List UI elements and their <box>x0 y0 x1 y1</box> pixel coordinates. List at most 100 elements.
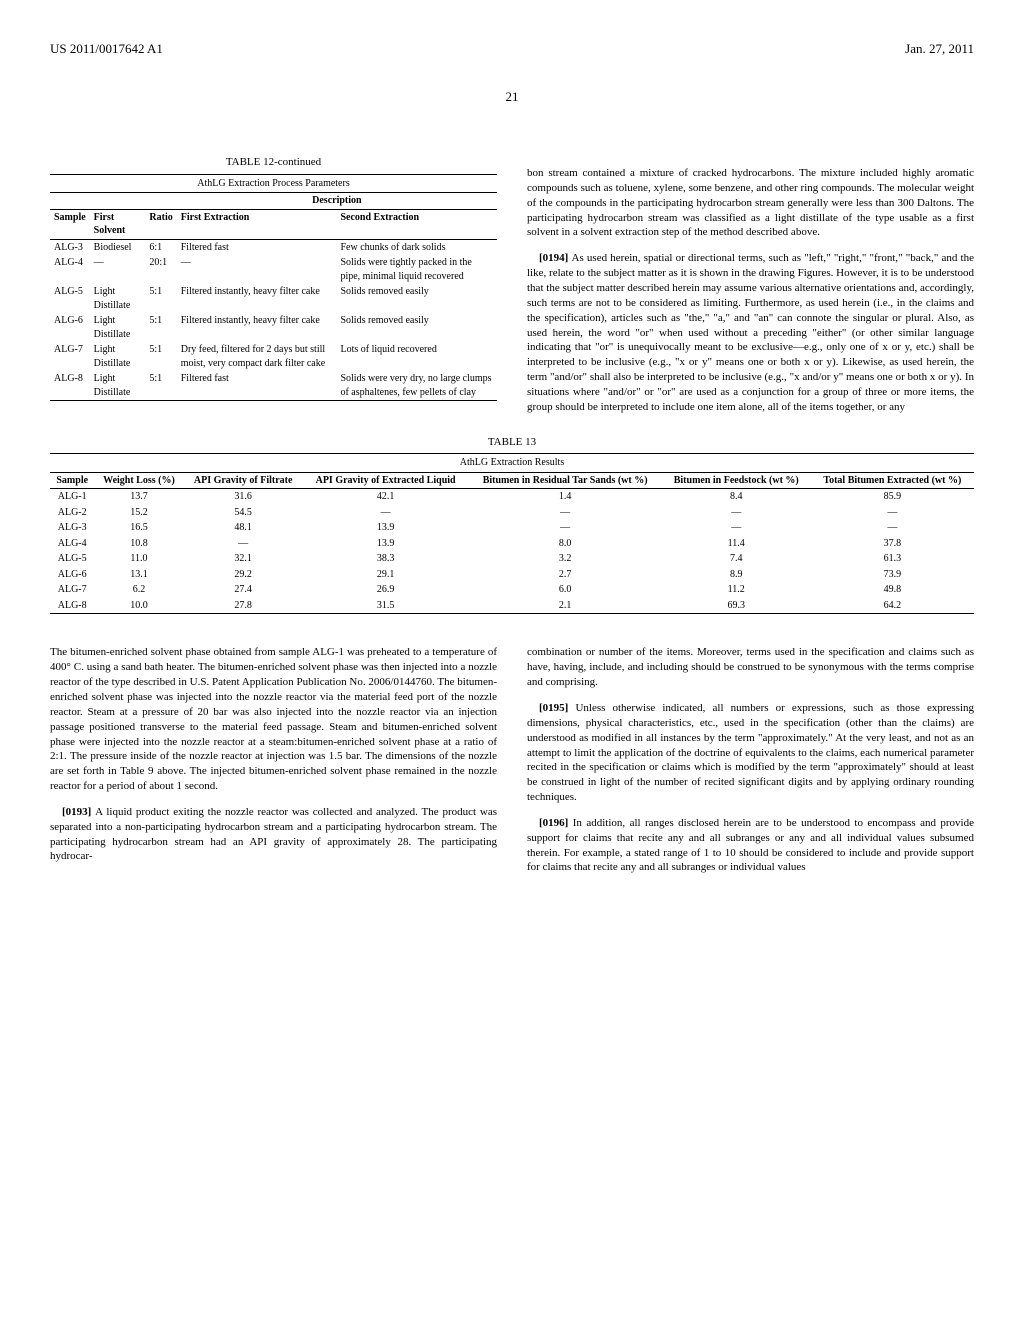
table-cell: 15.2 <box>94 505 183 521</box>
para-0195-text: Unless otherwise indicated, all numbers … <box>527 702 974 803</box>
table-cell: Light Distillate <box>90 313 146 342</box>
table12-col-second: Second Extraction <box>336 209 497 239</box>
table-cell: Filtered fast <box>177 239 337 255</box>
table-cell: Light Distillate <box>90 342 146 371</box>
table-row: ALG-511.032.138.33.27.461.3 <box>50 551 974 567</box>
table12-col-ratio: Ratio <box>145 209 176 239</box>
publication-date: Jan. 27, 2011 <box>905 40 974 58</box>
table-cell: 13.1 <box>94 567 183 583</box>
publication-number: US 2011/0017642 A1 <box>50 40 163 58</box>
table-cell: 11.2 <box>662 582 811 598</box>
table-cell: — <box>811 520 974 536</box>
t13-c1: Weight Loss (%) <box>94 472 183 489</box>
t13-c4: Bitumen in Residual Tar Sands (wt %) <box>468 472 661 489</box>
table-row: ALG-810.027.831.52.169.364.2 <box>50 598 974 614</box>
table-cell: 10.8 <box>94 536 183 552</box>
table-cell: Solids removed easily <box>336 284 497 313</box>
table-cell: 5:1 <box>145 342 176 371</box>
table-cell: ALG-5 <box>50 284 90 313</box>
table-cell: 11.4 <box>662 536 811 552</box>
para-0196-num: [0196] <box>539 817 568 829</box>
table-cell: ALG-6 <box>50 567 94 583</box>
table-row: ALG-5Light Distillate5:1Filtered instant… <box>50 284 497 313</box>
table-row: ALG-113.731.642.11.48.485.9 <box>50 489 974 505</box>
table-cell: ALG-2 <box>50 505 94 521</box>
table-cell: 13.9 <box>303 536 469 552</box>
table-cell: 64.2 <box>811 598 974 614</box>
table-cell: ALG-7 <box>50 582 94 598</box>
table-cell: Solids were tightly packed in the pipe, … <box>336 255 497 284</box>
table-cell: 69.3 <box>662 598 811 614</box>
table-cell: 10.0 <box>94 598 183 614</box>
table-cell: 13.7 <box>94 489 183 505</box>
table-cell: 73.9 <box>811 567 974 583</box>
table-cell: 8.4 <box>662 489 811 505</box>
table-cell: 85.9 <box>811 489 974 505</box>
table-cell: Solids removed easily <box>336 313 497 342</box>
table13-caption: TABLE 13 <box>50 435 974 450</box>
table-cell: 37.8 <box>811 536 974 552</box>
table-cell: ALG-3 <box>50 239 90 255</box>
table-cell: ALG-1 <box>50 489 94 505</box>
table-cell: 48.1 <box>184 520 303 536</box>
para-0193: [0193] A liquid product exiting the nozz… <box>50 805 497 864</box>
table-cell: ALG-3 <box>50 520 94 536</box>
table-row: ALG-3Biodiesel6:1Filtered fastFew chunks… <box>50 239 497 255</box>
table-row: ALG-410.8—13.98.011.437.8 <box>50 536 974 552</box>
table-cell: 6.0 <box>468 582 661 598</box>
table-cell: Dry feed, filtered for 2 days but still … <box>177 342 337 371</box>
table-row: ALG-76.227.426.96.011.249.8 <box>50 582 974 598</box>
table-cell: 6.2 <box>94 582 183 598</box>
table-cell: Filtered fast <box>177 371 337 401</box>
table-cell: Filtered instantly, heavy filter cake <box>177 313 337 342</box>
right-col-para1: bon stream contained a mixture of cracke… <box>527 166 974 240</box>
t13-c6: Total Bitumen Extracted (wt %) <box>811 472 974 489</box>
table-cell: Biodiesel <box>90 239 146 255</box>
table-cell: — <box>811 505 974 521</box>
para-0196: [0196] In addition, all ranges disclosed… <box>527 816 974 875</box>
table-cell: ALG-4 <box>50 536 94 552</box>
table-row: ALG-4—20:1—Solids were tightly packed in… <box>50 255 497 284</box>
para-0193-text: A liquid product exiting the nozzle reac… <box>50 806 497 863</box>
table-cell: 1.4 <box>468 489 661 505</box>
table12-col-sample: Sample <box>50 209 90 239</box>
table-cell: 8.0 <box>468 536 661 552</box>
table-cell: 31.6 <box>184 489 303 505</box>
table-cell: — <box>184 536 303 552</box>
table-cell: 32.1 <box>184 551 303 567</box>
table-cell: — <box>468 520 661 536</box>
t13-c5: Bitumen in Feedstock (wt %) <box>662 472 811 489</box>
table-cell: ALG-6 <box>50 313 90 342</box>
table12-subcaption: AthLG Extraction Process Parameters <box>50 174 497 193</box>
table-row: ALG-6Light Distillate5:1Filtered instant… <box>50 313 497 342</box>
table-row: ALG-8Light Distillate5:1Filtered fastSol… <box>50 371 497 401</box>
table-cell: 29.2 <box>184 567 303 583</box>
t13-c3: API Gravity of Extracted Liquid <box>303 472 469 489</box>
table-cell: 29.1 <box>303 567 469 583</box>
table-cell: — <box>177 255 337 284</box>
para-0194: [0194] As used herein, spatial or direct… <box>527 251 974 414</box>
table13: AthLG Extraction Results Sample Weight L… <box>50 453 974 614</box>
table-cell: 5:1 <box>145 313 176 342</box>
t13-c0: Sample <box>50 472 94 489</box>
table-cell: 2.1 <box>468 598 661 614</box>
table-cell: ALG-8 <box>50 371 90 401</box>
table-cell: 49.8 <box>811 582 974 598</box>
table-cell: Lots of liquid recovered <box>336 342 497 371</box>
bottom-right-para1: combination or number of the items. More… <box>527 645 974 690</box>
table-cell: 7.4 <box>662 551 811 567</box>
bottom-left-para1: The bitumen-enriched solvent phase obtai… <box>50 645 497 793</box>
table-cell: — <box>303 505 469 521</box>
table-row: ALG-215.254.5———— <box>50 505 974 521</box>
table-cell: — <box>468 505 661 521</box>
table12-col-solvent: First Solvent <box>90 209 146 239</box>
table-cell: Light Distillate <box>90 284 146 313</box>
para-0194-text: As used herein, spatial or directional t… <box>527 252 974 412</box>
table-cell: Light Distillate <box>90 371 146 401</box>
table-row: ALG-316.548.113.9——— <box>50 520 974 536</box>
table-cell: 6:1 <box>145 239 176 255</box>
table12-caption: TABLE 12-continued <box>50 155 497 170</box>
table-row: ALG-613.129.229.12.78.973.9 <box>50 567 974 583</box>
table12: AthLG Extraction Process Parameters Desc… <box>50 174 497 402</box>
table-cell: 27.4 <box>184 582 303 598</box>
